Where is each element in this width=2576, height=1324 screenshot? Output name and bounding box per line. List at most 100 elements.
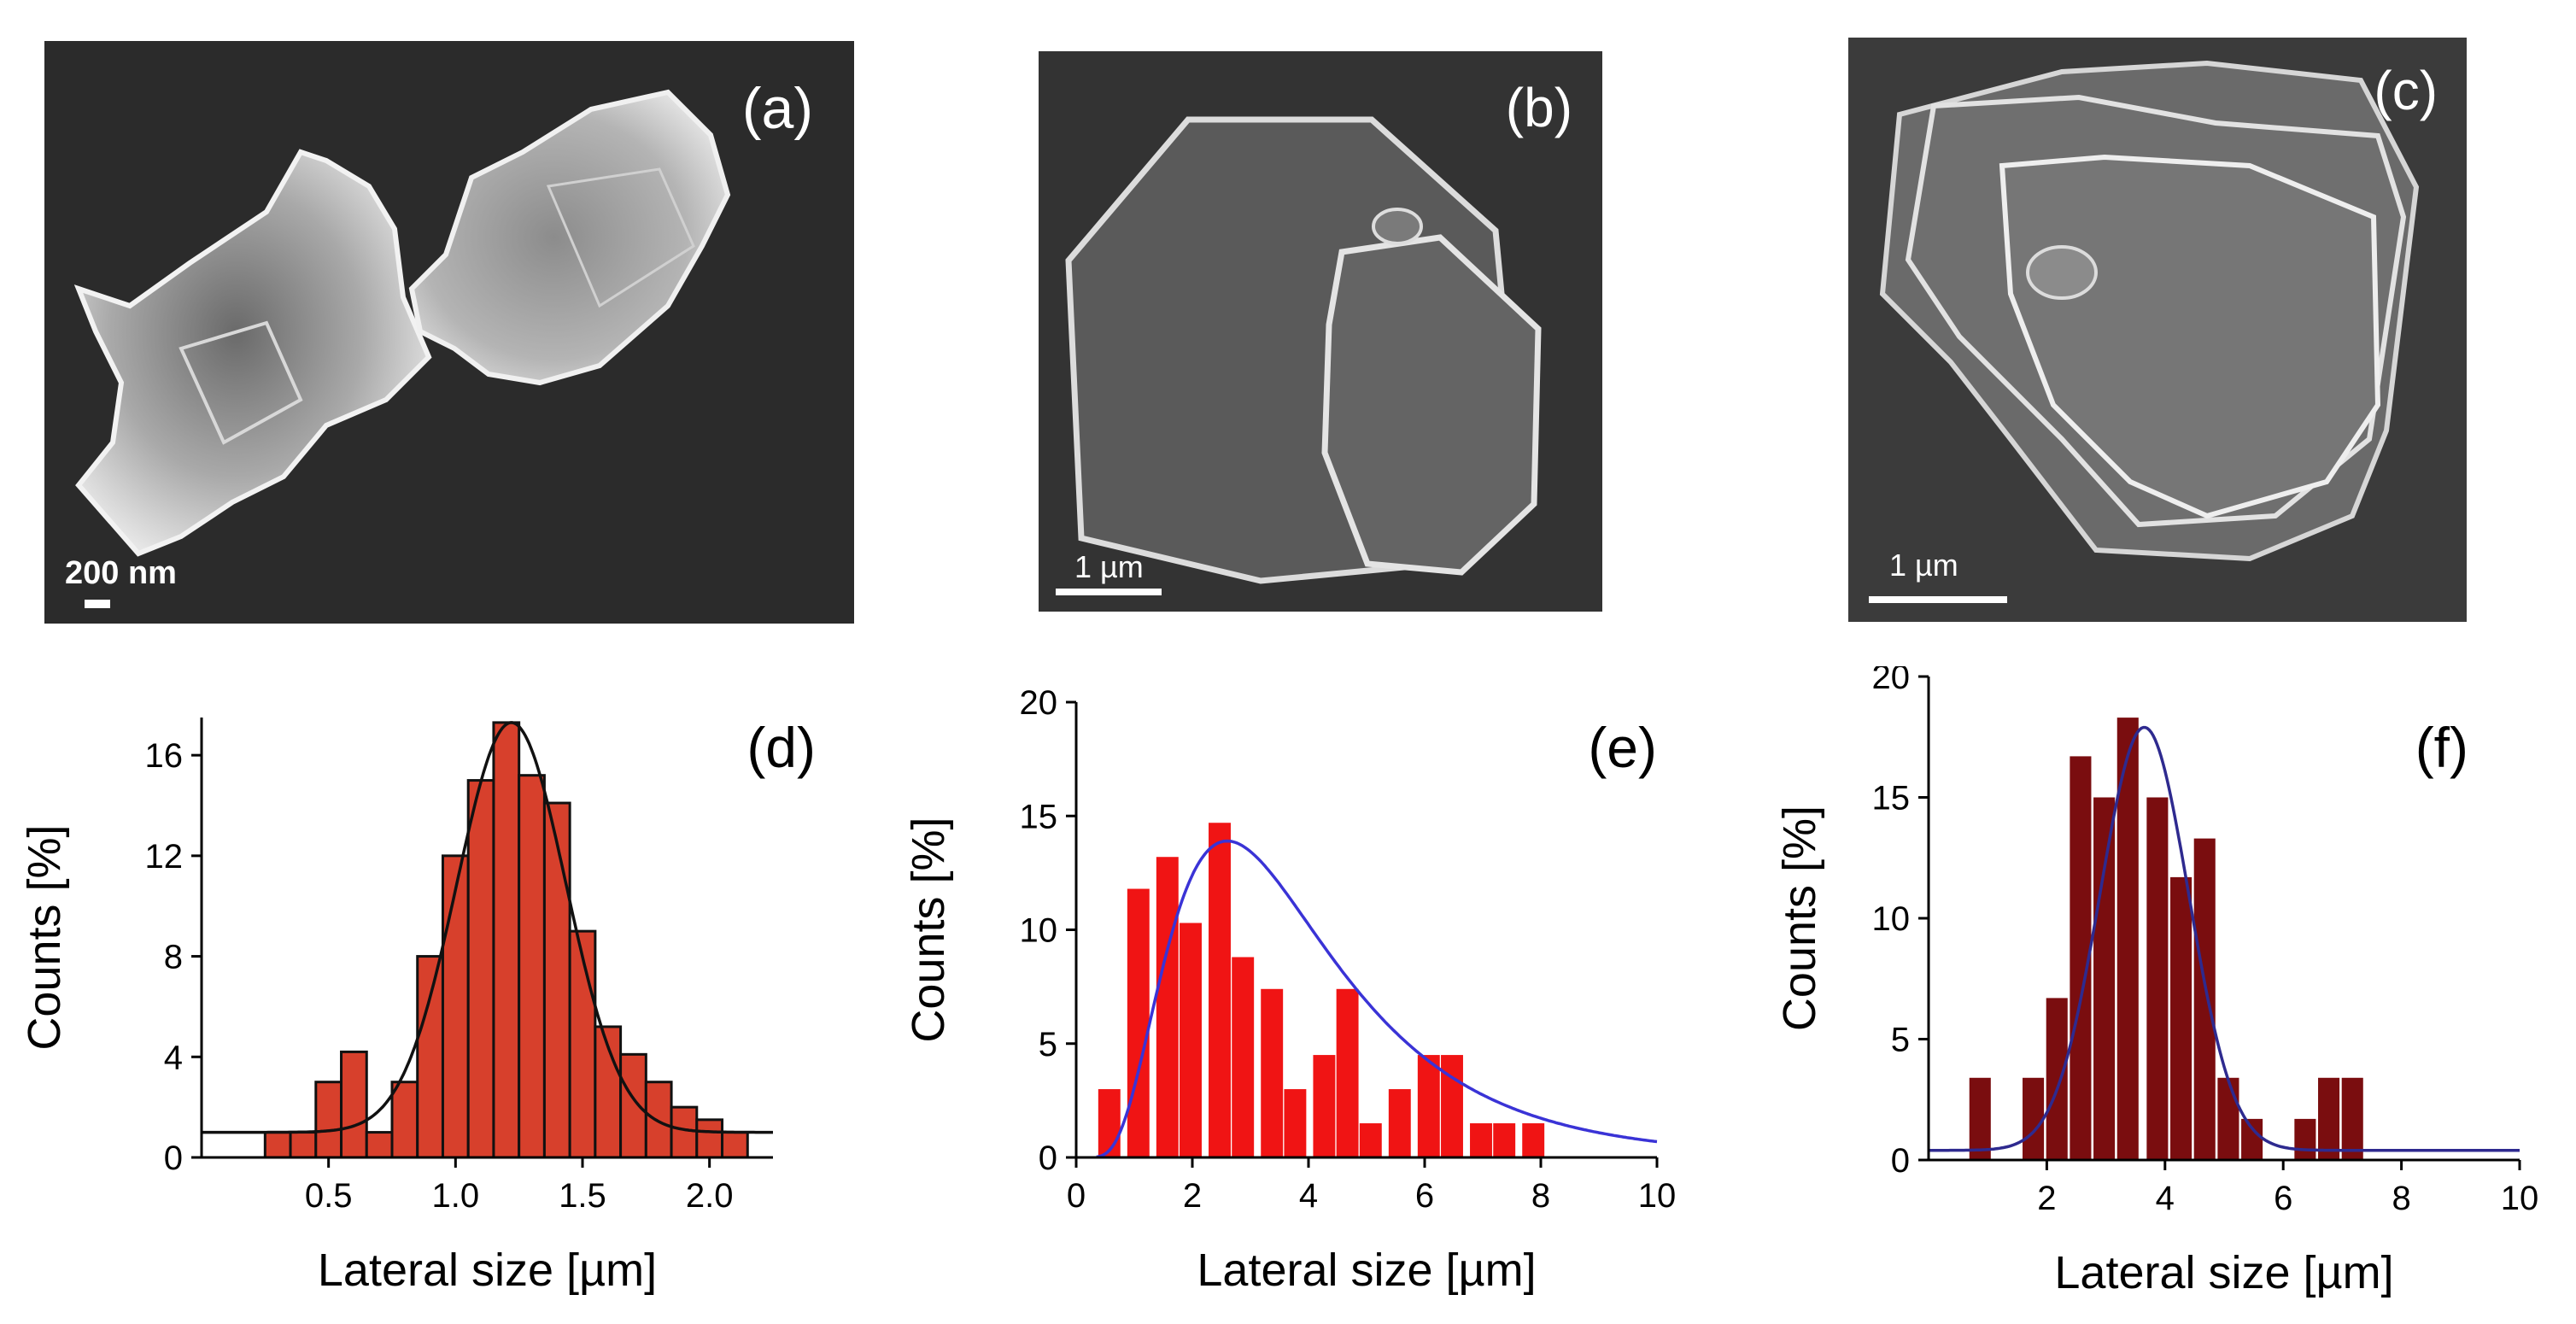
histogram-bar — [2046, 998, 2068, 1160]
debris-b — [1372, 208, 1423, 245]
histogram-bar — [1969, 1077, 1991, 1160]
histogram-bar — [1180, 923, 1202, 1157]
x-axis-label: Lateral size [µm] — [1197, 1245, 1536, 1296]
histogram-bar — [1313, 1055, 1336, 1157]
sem-panel-c: (c) 1 µm — [1848, 38, 2467, 622]
x-tick-label: 6 — [2274, 1180, 2292, 1217]
panel-label: (e) — [1588, 716, 1657, 779]
x-tick-label: 10 — [1638, 1177, 1677, 1215]
histogram-bar — [721, 1131, 749, 1159]
histogram-bar — [2146, 797, 2169, 1160]
histogram-bar — [1470, 1123, 1492, 1157]
histogram-bar — [2341, 1077, 2363, 1160]
flake-a-fold — [179, 320, 303, 445]
histogram-bar — [1336, 988, 1359, 1157]
histogram-bar — [1388, 1089, 1411, 1157]
scalebar-label-c: 1 µm — [1889, 548, 1958, 583]
histogram-bar — [542, 801, 571, 1159]
debris-c — [2026, 245, 2098, 300]
panel-label-c: (c) — [2374, 60, 2438, 121]
histogram-bar — [390, 1081, 419, 1159]
histogram-bar — [1127, 888, 1150, 1157]
histogram-bar — [1098, 1089, 1121, 1157]
y-axis-label: Counts [%] — [19, 824, 70, 1050]
histogram-bar — [695, 1118, 724, 1159]
panel-label-b: (b) — [1506, 77, 1572, 138]
x-tick-label: 0 — [1067, 1177, 1086, 1215]
histogram-bar — [518, 774, 546, 1159]
y-tick-label: 0 — [164, 1139, 183, 1177]
histogram-bar — [2193, 838, 2216, 1160]
y-tick-label: 20 — [1020, 684, 1058, 722]
flake-a-edge — [546, 167, 695, 308]
histogram-bar — [1209, 823, 1231, 1157]
y-tick-label: 15 — [1020, 798, 1058, 835]
x-tick-label: 1.0 — [432, 1177, 480, 1215]
histogram-bar — [2170, 876, 2193, 1160]
y-tick-label: 4 — [164, 1039, 183, 1076]
panel-label-a: (a) — [742, 76, 813, 141]
y-tick-label: 12 — [145, 838, 184, 876]
histogram-bar — [1156, 857, 1179, 1157]
histogram-bar — [619, 1052, 647, 1159]
x-tick-label: 10 — [2501, 1180, 2539, 1217]
histogram-bar — [1359, 1123, 1382, 1157]
x-axis-label: Lateral size [µm] — [318, 1245, 657, 1296]
histogram-e: 0 5 10 15 20 0 2 4 6 8 10 Lateral size [µm] Counts [… — [903, 684, 1677, 1296]
histogram-bar — [1493, 1123, 1516, 1157]
histogram-bar — [340, 1050, 368, 1159]
x-tick-label: 2 — [1183, 1177, 1202, 1215]
y-tick-label: 0 — [1039, 1139, 1057, 1177]
y-tick-label: 0 — [1891, 1142, 1910, 1180]
panel-label: (d) — [746, 716, 816, 779]
histogram-bar — [416, 955, 444, 1159]
histogram-bar — [314, 1081, 343, 1159]
histogram-f: 0 5 10 15 20 2 4 6 8 10 Lateral size [µm] Counts [%… — [1774, 666, 2539, 1298]
histogram-bar — [1417, 1055, 1440, 1157]
flake-a-left — [73, 149, 432, 557]
histogram-bar — [1522, 1123, 1545, 1157]
sem-panel-a: (a) 200 nm — [44, 41, 854, 624]
scalebar-c — [1869, 596, 2007, 603]
histogram-bar — [2241, 1118, 2263, 1160]
histogram-d: 0 4 8 12 16 0.5 1.0 1.5 2.0 Lateral size [µm] Coun… — [19, 716, 816, 1296]
histogram-bar — [2116, 718, 2139, 1160]
x-tick-label: 1.5 — [559, 1177, 606, 1215]
histogram-bar — [644, 1081, 673, 1159]
x-tick-label: 8 — [2392, 1180, 2410, 1217]
histogram-bar — [441, 854, 470, 1159]
histogram-bar — [2318, 1077, 2340, 1160]
y-tick-label: 10 — [1872, 900, 1911, 938]
scalebar-b — [1056, 589, 1162, 595]
fit-curve — [1096, 839, 1658, 1159]
fit-curve — [202, 721, 773, 1134]
x-tick-label: 0.5 — [305, 1177, 353, 1215]
x-tick-label: 4 — [1299, 1177, 1318, 1215]
y-tick-label: 16 — [145, 737, 184, 775]
histogram-bar — [2093, 797, 2116, 1160]
panel-label: (f) — [2415, 716, 2468, 779]
histogram-bar — [365, 1131, 394, 1159]
y-axis-label: Counts [%] — [903, 817, 954, 1042]
histogram-bar — [263, 1131, 292, 1159]
histogram-bar — [466, 779, 495, 1159]
histogram-bar — [2294, 1118, 2316, 1160]
y-tick-label: 5 — [1891, 1022, 1910, 1059]
hexagon-b-small — [1321, 234, 1542, 576]
x-tick-label: 2.0 — [686, 1177, 734, 1215]
fit-curve — [1929, 725, 2520, 1152]
scalebar-label-b: 1 µm — [1074, 549, 1144, 584]
y-tick-label: 10 — [1020, 912, 1058, 950]
scalebar-label-a: 200 nm — [65, 555, 177, 591]
y-tick-label: 20 — [1872, 666, 1911, 696]
histogram-bar — [289, 1131, 318, 1159]
y-tick-label: 8 — [164, 939, 183, 976]
scalebar-a — [85, 600, 110, 608]
x-tick-label: 8 — [1531, 1177, 1550, 1215]
sem-panel-b: (b) 1 µm — [1039, 51, 1602, 612]
histogram-bar — [1261, 988, 1284, 1157]
histogram-bar — [1232, 957, 1255, 1157]
y-tick-label: 15 — [1872, 780, 1911, 817]
histogram-bar — [1441, 1055, 1463, 1157]
histogram-bar — [568, 929, 597, 1159]
